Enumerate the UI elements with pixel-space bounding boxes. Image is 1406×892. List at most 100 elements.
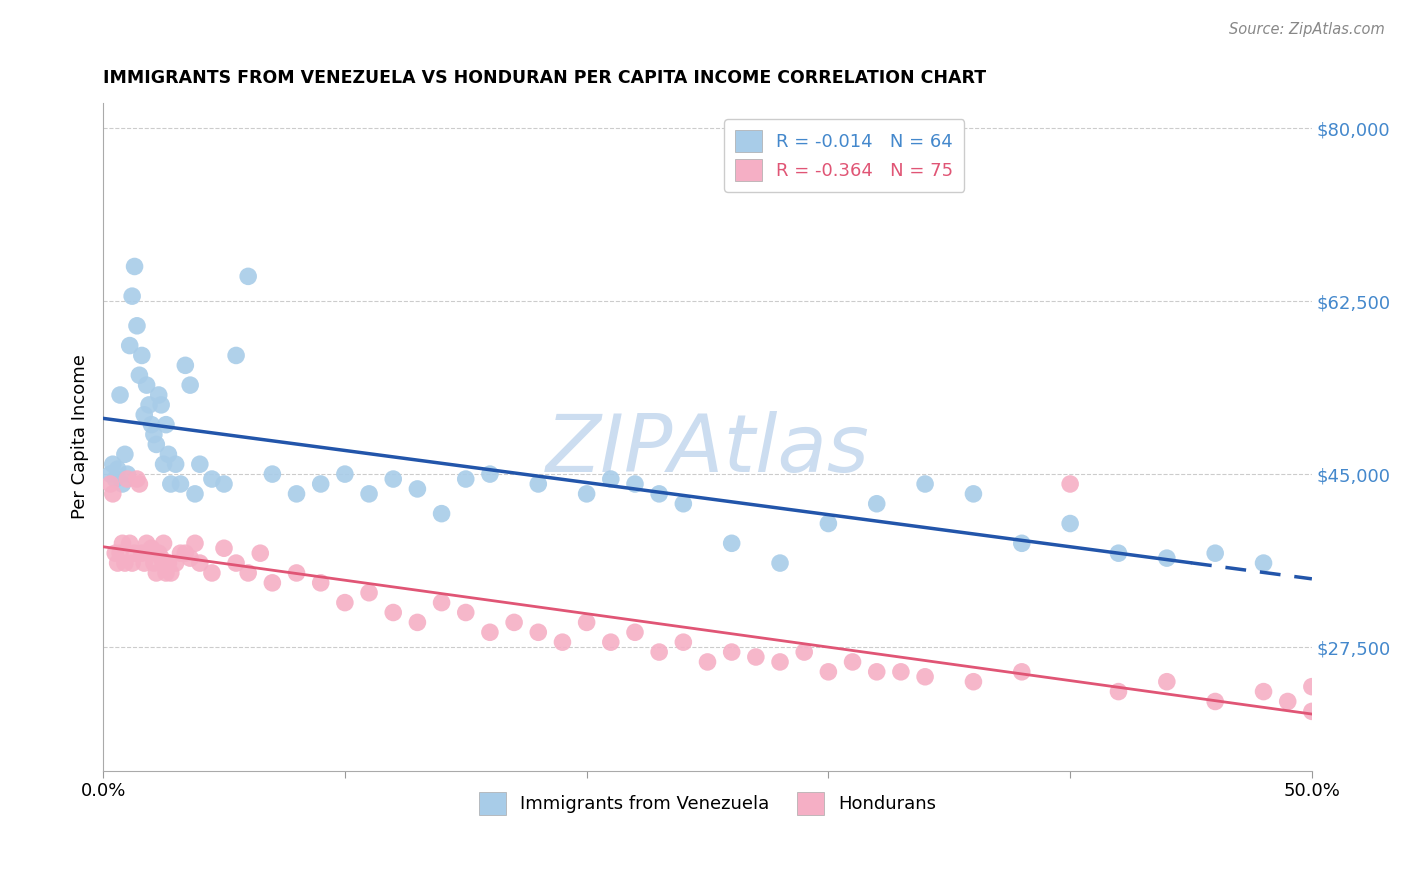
Point [150, 551, 173, 566]
Point [184, 536, 207, 550]
Point [179, 378, 201, 392]
Point [817, 516, 839, 531]
Point [108, 546, 131, 560]
Point [720, 645, 742, 659]
Point [124, 260, 146, 274]
Point [1156, 551, 1178, 566]
Point [142, 556, 165, 570]
Point [1059, 516, 1081, 531]
Point [285, 487, 308, 501]
Point [117, 472, 139, 486]
Point [769, 655, 792, 669]
Point [357, 586, 380, 600]
Point [152, 457, 174, 471]
Point [174, 359, 197, 373]
Point [159, 477, 181, 491]
Point [124, 546, 146, 560]
Point [624, 477, 647, 491]
Point [769, 556, 792, 570]
Point [672, 497, 695, 511]
Point [128, 477, 150, 491]
Point [201, 472, 224, 486]
Point [225, 348, 247, 362]
Point [745, 650, 768, 665]
Point [430, 507, 453, 521]
Point [406, 615, 429, 630]
Point [551, 635, 574, 649]
Point [793, 645, 815, 659]
Text: Source: ZipAtlas.com: Source: ZipAtlas.com [1229, 22, 1385, 37]
Point [188, 556, 211, 570]
Point [155, 566, 177, 580]
Point [121, 289, 143, 303]
Point [478, 625, 501, 640]
Point [696, 655, 718, 669]
Point [117, 467, 139, 481]
Point [148, 388, 170, 402]
Point [141, 417, 163, 432]
Point [114, 556, 136, 570]
Point [225, 556, 247, 570]
Point [169, 477, 191, 491]
Point [152, 536, 174, 550]
Point [1108, 684, 1130, 698]
Point [382, 606, 405, 620]
Point [503, 615, 526, 630]
Point [101, 487, 124, 501]
Point [238, 566, 260, 580]
Point [238, 269, 260, 284]
Point [157, 556, 180, 570]
Point [1204, 694, 1226, 708]
Point [333, 596, 356, 610]
Point [672, 635, 695, 649]
Point [104, 546, 127, 560]
Point [1156, 674, 1178, 689]
Point [575, 487, 598, 501]
Point [100, 467, 122, 481]
Point [720, 536, 742, 550]
Point [914, 670, 936, 684]
Point [114, 447, 136, 461]
Point [1253, 684, 1275, 698]
Point [249, 546, 271, 560]
Point [104, 472, 127, 486]
Point [101, 457, 124, 471]
Point [866, 497, 889, 511]
Point [179, 551, 201, 566]
Point [1011, 665, 1033, 679]
Point [914, 477, 936, 491]
Text: IMMIGRANTS FROM VENEZUELA VS HONDURAN PER CAPITA INCOME CORRELATION CHART: IMMIGRANTS FROM VENEZUELA VS HONDURAN PE… [103, 69, 986, 87]
Point [174, 546, 197, 560]
Point [165, 457, 187, 471]
Point [121, 556, 143, 570]
Point [1253, 556, 1275, 570]
Point [454, 472, 477, 486]
Point [262, 575, 284, 590]
Point [575, 615, 598, 630]
Point [118, 536, 141, 550]
Point [527, 625, 550, 640]
Point [131, 348, 153, 362]
Point [141, 541, 163, 556]
Point [100, 477, 122, 491]
Point [962, 487, 984, 501]
Point [309, 477, 332, 491]
Point [406, 482, 429, 496]
Point [624, 625, 647, 640]
Point [1301, 705, 1323, 719]
Point [157, 447, 180, 461]
Point [599, 472, 621, 486]
Point [138, 398, 160, 412]
Point [108, 388, 131, 402]
Point [159, 566, 181, 580]
Point [135, 536, 157, 550]
Point [262, 467, 284, 481]
Point [142, 427, 165, 442]
Point [134, 556, 156, 570]
Point [430, 596, 453, 610]
Point [648, 645, 671, 659]
Point [155, 417, 177, 432]
Point [107, 556, 129, 570]
Point [145, 437, 167, 451]
Point [165, 556, 187, 570]
